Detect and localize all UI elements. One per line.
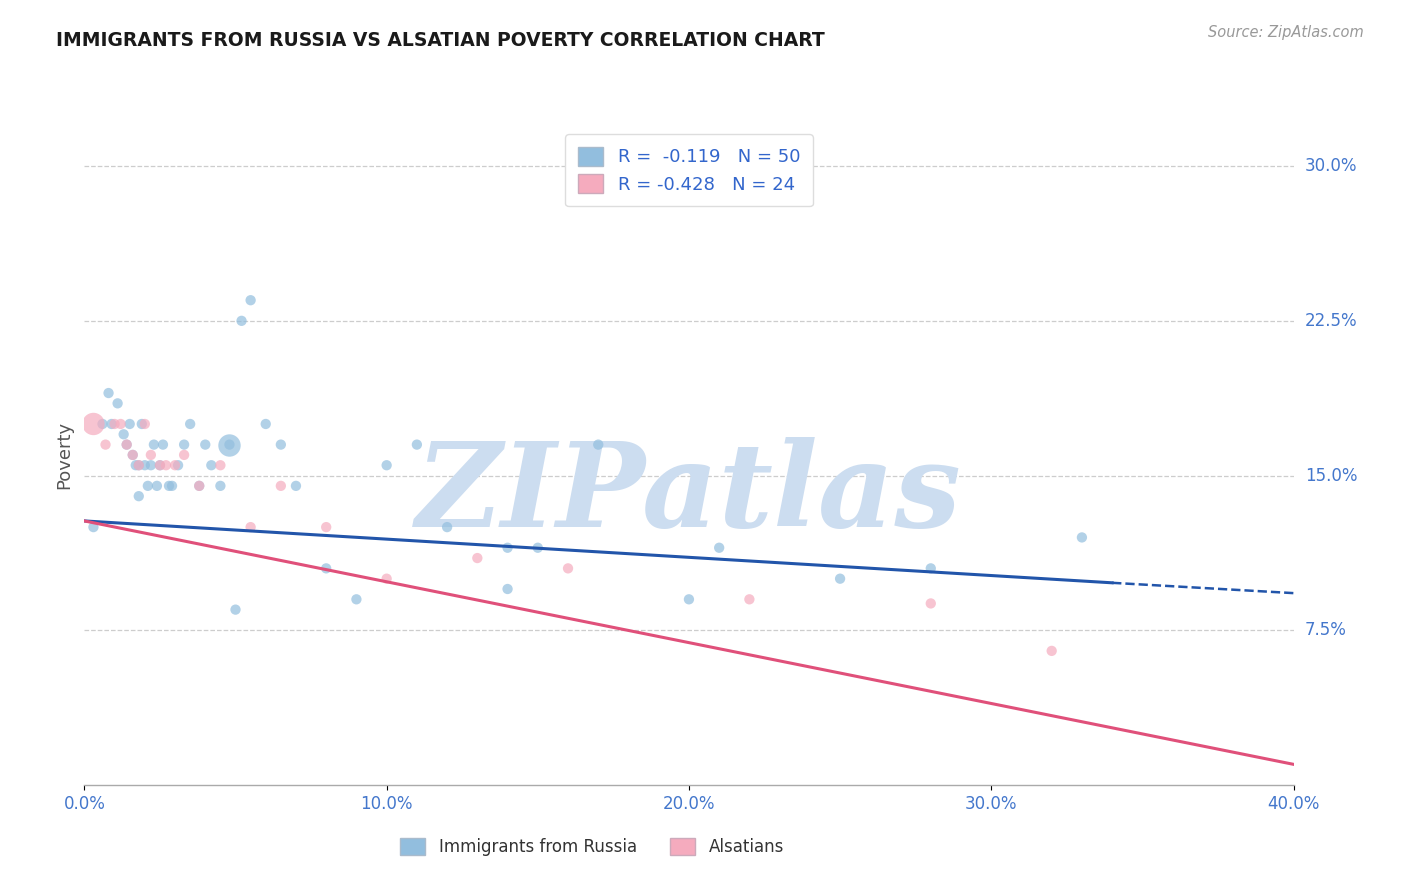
Point: [82, 520, 104, 534]
Legend: Immigrants from Russia, Alsatians: Immigrants from Russia, Alsatians: [394, 831, 790, 863]
Point: [94, 437, 117, 451]
Point: [375, 458, 398, 473]
Point: [209, 458, 232, 473]
Point: [218, 437, 240, 451]
Point: [100, 417, 122, 431]
Point: [149, 458, 172, 473]
Point: [496, 582, 519, 596]
Text: 15.0%: 15.0%: [1305, 467, 1357, 484]
Point: [110, 417, 132, 431]
Point: [830, 572, 852, 586]
Point: [167, 458, 190, 473]
Point: [128, 458, 150, 473]
Point: [163, 458, 186, 473]
Point: [149, 458, 172, 473]
Point: [121, 448, 143, 462]
Point: [146, 479, 169, 493]
Point: [406, 437, 429, 451]
Point: [82, 417, 104, 431]
Point: [115, 437, 138, 451]
Point: [97, 386, 120, 401]
Point: [173, 437, 195, 451]
Point: [588, 437, 610, 451]
Point: [346, 592, 368, 607]
Point: [179, 417, 201, 431]
Point: [173, 448, 195, 462]
Point: [496, 541, 519, 555]
Point: [152, 437, 174, 451]
Point: [315, 520, 337, 534]
Point: [115, 437, 138, 451]
Point: [284, 479, 308, 493]
Point: [104, 417, 127, 431]
Text: ZIPatlas: ZIPatlas: [416, 437, 962, 552]
Point: [436, 520, 458, 534]
Text: 7.5%: 7.5%: [1305, 621, 1347, 640]
Point: [157, 479, 180, 493]
Point: [678, 592, 700, 607]
Point: [194, 437, 217, 451]
Point: [270, 437, 292, 451]
Point: [209, 479, 232, 493]
Text: 22.5%: 22.5%: [1305, 312, 1357, 330]
Point: [375, 572, 398, 586]
Point: [139, 458, 162, 473]
Text: IMMIGRANTS FROM RUSSIA VS ALSATIAN POVERTY CORRELATION CHART: IMMIGRANTS FROM RUSSIA VS ALSATIAN POVER…: [56, 31, 825, 50]
Point: [920, 561, 942, 575]
Point: [200, 458, 222, 473]
Point: [134, 458, 156, 473]
Point: [128, 458, 150, 473]
Point: [225, 602, 247, 616]
Point: [920, 596, 942, 610]
Point: [118, 417, 141, 431]
Point: [239, 520, 262, 534]
Point: [709, 541, 731, 555]
Point: [155, 458, 177, 473]
Point: [139, 448, 162, 462]
Point: [160, 479, 183, 493]
Point: [218, 437, 240, 451]
Text: Source: ZipAtlas.com: Source: ZipAtlas.com: [1208, 25, 1364, 40]
Point: [315, 561, 337, 575]
Point: [134, 417, 156, 431]
Point: [467, 551, 489, 566]
Point: [128, 489, 150, 503]
Point: [112, 427, 135, 442]
Point: [107, 396, 129, 410]
Point: [526, 541, 548, 555]
Point: [239, 293, 262, 308]
Point: [188, 479, 211, 493]
Point: [1040, 644, 1063, 658]
Y-axis label: Poverty: Poverty: [55, 421, 73, 489]
Point: [125, 458, 148, 473]
Point: [131, 417, 153, 431]
Point: [557, 561, 579, 575]
Point: [142, 437, 165, 451]
Point: [270, 479, 292, 493]
Point: [1071, 530, 1094, 544]
Point: [738, 592, 761, 607]
Point: [136, 479, 159, 493]
Point: [121, 448, 143, 462]
Point: [91, 417, 114, 431]
Text: 30.0%: 30.0%: [1305, 157, 1357, 175]
Point: [254, 417, 277, 431]
Point: [231, 314, 253, 328]
Point: [188, 479, 211, 493]
